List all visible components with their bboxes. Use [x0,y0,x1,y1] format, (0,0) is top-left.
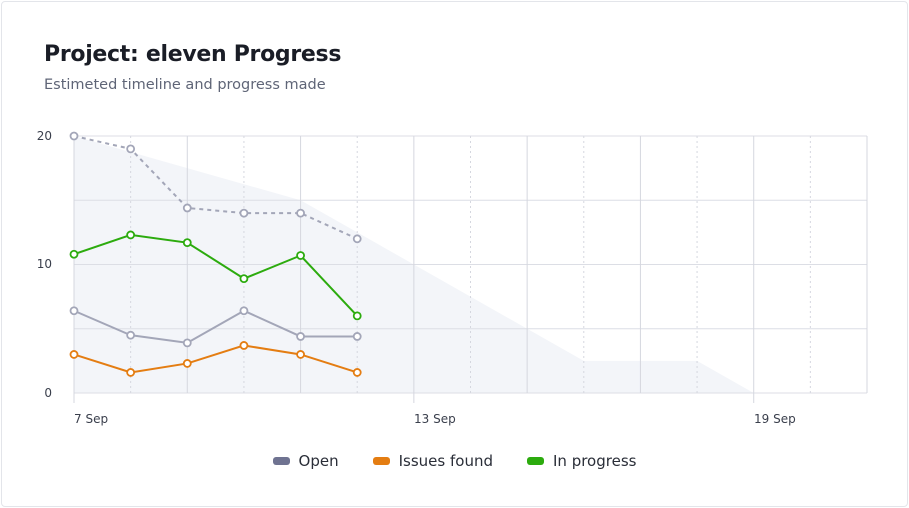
open-point [239,306,249,316]
legend-label: Issues found [398,452,493,470]
legend-label: In progress [553,452,637,470]
estimated-point [352,234,362,244]
open-line [73,309,358,344]
in-progress-point [239,274,249,284]
in-progress-point [69,249,79,259]
open-point [182,338,192,348]
issues-found-point [239,341,249,350]
in-progress-point [126,230,136,240]
chart-subtitle: Estimeted timeline and progress made [44,77,326,93]
in-progress-point [296,251,305,260]
estimated-point [69,131,79,141]
x-tick-label: 19 Sep [754,412,796,426]
chart-title: Project: eleven Progress [44,42,342,67]
open-swatch [272,457,290,465]
in-progress-swatch [527,457,544,465]
estimated-point [239,208,249,218]
x-tick-label: 7 Sep [74,412,108,426]
legend-label: Open [298,452,339,470]
estimated-point [126,144,136,154]
x-tick-label: 13 Sep [414,412,456,426]
issues-found-point [69,350,79,359]
open-point [126,330,136,340]
issues-found-line [73,344,358,374]
in-progress-point [352,311,362,321]
open-point [296,332,305,341]
legend: Open Issues found In progress [0,452,909,470]
estimated-line [73,135,358,240]
estimated-point [182,203,192,213]
in-progress-point [182,238,192,248]
in-progress-line [73,233,358,317]
open-point [69,306,79,316]
issues-found-point [352,368,362,377]
legend-item-in-progress[interactable]: In progress [527,452,636,470]
issues-found-swatch [372,457,390,465]
issues-found-point [126,368,136,377]
open-point [352,332,362,341]
legend-item-open[interactable]: Open [272,452,339,470]
issues-found-point [296,350,305,359]
y-tick-label: 10 [37,257,52,271]
y-tick-label: 20 [37,129,52,143]
issues-found-point [182,359,192,368]
legend-item-issues-found[interactable]: Issues found [372,452,493,470]
estimated-point [296,208,305,218]
y-tick-label: 0 [44,386,52,400]
